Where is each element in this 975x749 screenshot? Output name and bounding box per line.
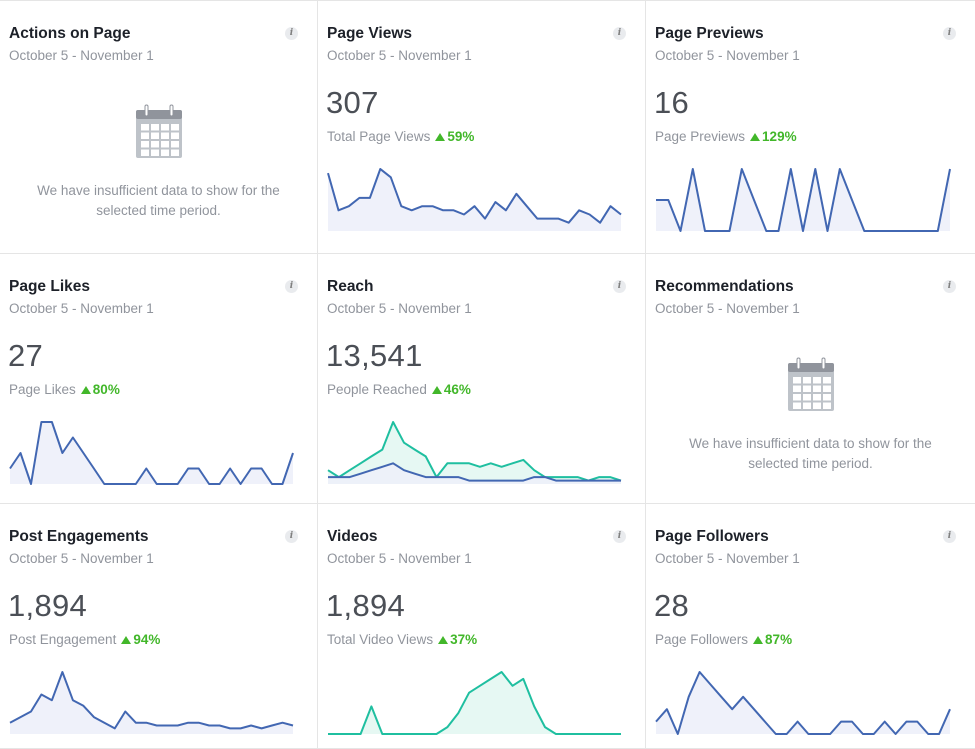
- up-arrow-icon: [80, 386, 91, 394]
- date-range: October 5 - November 1: [9, 301, 154, 316]
- metric-row: Total Video Views 37%: [327, 632, 477, 647]
- sparkline-chart: [328, 671, 621, 735]
- series-area: [328, 672, 621, 734]
- series-line: [656, 168, 951, 232]
- change-percent: 37%: [450, 632, 478, 647]
- info-icon[interactable]: i: [285, 530, 298, 543]
- change-percent: 129%: [762, 129, 797, 144]
- metric-row: Total Page Views 59%: [327, 129, 474, 144]
- card-page-previews[interactable]: Page Previews October 5 - November 1 i 16 Pa…: [646, 1, 975, 254]
- card-title[interactable]: Reach: [327, 278, 374, 295]
- metric-row: Page Followers 87%: [655, 632, 792, 647]
- series-line: [328, 462, 621, 482]
- series-line: [655, 671, 951, 735]
- change-percent: 94%: [133, 632, 161, 647]
- card-page-followers[interactable]: Page Followers October 5 - November 1 i 28 P…: [646, 504, 975, 749]
- date-range: October 5 - November 1: [9, 551, 154, 566]
- series-line: [327, 421, 622, 482]
- up-arrow-icon: [753, 636, 764, 644]
- date-range: October 5 - November 1: [327, 48, 472, 63]
- change-percent: 46%: [443, 382, 471, 397]
- metric-value: 27: [8, 338, 44, 373]
- series-area: [10, 422, 293, 484]
- series-area: [656, 169, 950, 231]
- up-arrow-icon: [750, 133, 761, 141]
- sparkline-chart: [655, 671, 951, 735]
- date-range: October 5 - November 1: [327, 551, 472, 566]
- change-percent: 80%: [92, 382, 120, 397]
- date-range: October 5 - November 1: [9, 48, 154, 63]
- info-icon[interactable]: i: [943, 280, 956, 293]
- card-title[interactable]: Page Likes: [9, 278, 90, 295]
- series-area: [328, 169, 621, 231]
- sparkline-chart: [656, 168, 951, 232]
- metric-row: Page Likes 80%: [9, 382, 120, 397]
- date-range: October 5 - November 1: [327, 301, 472, 316]
- up-arrow-icon: [121, 636, 132, 644]
- card-videos[interactable]: Videos October 5 - November 1 i 1,894 Total …: [318, 504, 646, 749]
- date-range: October 5 - November 1: [655, 551, 800, 566]
- metric-label: Total Page Views: [327, 129, 431, 144]
- series-line: [327, 168, 622, 224]
- series-line: [9, 421, 294, 485]
- card-title[interactable]: Actions on Page: [9, 25, 131, 42]
- info-icon[interactable]: i: [285, 27, 298, 40]
- metric-label: Page Previews: [655, 129, 746, 144]
- metric-value: 1,894: [326, 588, 406, 623]
- metric-value: 307: [326, 85, 379, 120]
- info-icon[interactable]: i: [285, 280, 298, 293]
- calendar-icon: [135, 104, 182, 158]
- metric-value: 13,541: [326, 338, 423, 373]
- series-area: [10, 672, 293, 734]
- change-percent: 59%: [447, 129, 475, 144]
- metric-label: Post Engagement: [9, 632, 117, 647]
- metric-value: 28: [654, 588, 690, 623]
- up-arrow-icon: [431, 386, 442, 394]
- date-range: October 5 - November 1: [655, 301, 800, 316]
- date-range: October 5 - November 1: [655, 48, 800, 63]
- info-icon[interactable]: i: [613, 530, 626, 543]
- card-page-likes[interactable]: Page Likes October 5 - November 1 i 27 Page …: [0, 254, 318, 504]
- card-recommendations[interactable]: Recommendations October 5 - November 1 i We…: [646, 254, 975, 504]
- sparkline-chart: [327, 168, 622, 231]
- metric-row: People Reached 46%: [327, 382, 471, 397]
- card-title[interactable]: Page Followers: [655, 528, 769, 545]
- metric-row: Page Previews 129%: [655, 129, 797, 144]
- series-area: [656, 672, 950, 734]
- card-reach[interactable]: Reach October 5 - November 1 i 13,541 People…: [318, 254, 646, 504]
- card-title[interactable]: Post Engagements: [9, 528, 149, 545]
- card-title[interactable]: Recommendations: [655, 278, 794, 295]
- metric-value: 1,894: [8, 588, 88, 623]
- series-line: [9, 671, 294, 730]
- info-icon[interactable]: i: [943, 27, 956, 40]
- info-icon[interactable]: i: [943, 530, 956, 543]
- up-arrow-icon: [438, 636, 449, 644]
- card-title[interactable]: Page Previews: [655, 25, 764, 42]
- sparkline-chart: [9, 421, 294, 485]
- empty-message: We have insufficient data to show for th…: [689, 436, 932, 471]
- empty-message: We have insufficient data to show for th…: [37, 183, 280, 218]
- card-title[interactable]: Videos: [327, 528, 378, 545]
- metric-label: People Reached: [327, 382, 427, 397]
- card-actions-on-page[interactable]: Actions on Page October 5 - November 1 i We…: [0, 1, 318, 254]
- card-page-views[interactable]: Page Views October 5 - November 1 i 307 Tota…: [318, 1, 646, 254]
- series-line: [328, 671, 621, 735]
- metric-label: Total Video Views: [327, 632, 434, 647]
- card-post-engagements[interactable]: Post Engagements October 5 - November 1 i 1…: [0, 504, 318, 749]
- metric-label: Page Likes: [9, 382, 76, 397]
- card-title[interactable]: Page Views: [327, 25, 413, 42]
- info-icon[interactable]: i: [613, 280, 626, 293]
- metric-row: Post Engagement 94%: [9, 632, 160, 647]
- sparkline-chart: [327, 421, 622, 484]
- metric-value: 16: [654, 85, 690, 120]
- up-arrow-icon: [435, 133, 446, 141]
- sparkline-chart: [9, 671, 294, 734]
- info-icon[interactable]: i: [613, 27, 626, 40]
- calendar-icon: [787, 357, 834, 411]
- change-percent: 87%: [765, 632, 793, 647]
- metric-label: Page Followers: [655, 632, 749, 647]
